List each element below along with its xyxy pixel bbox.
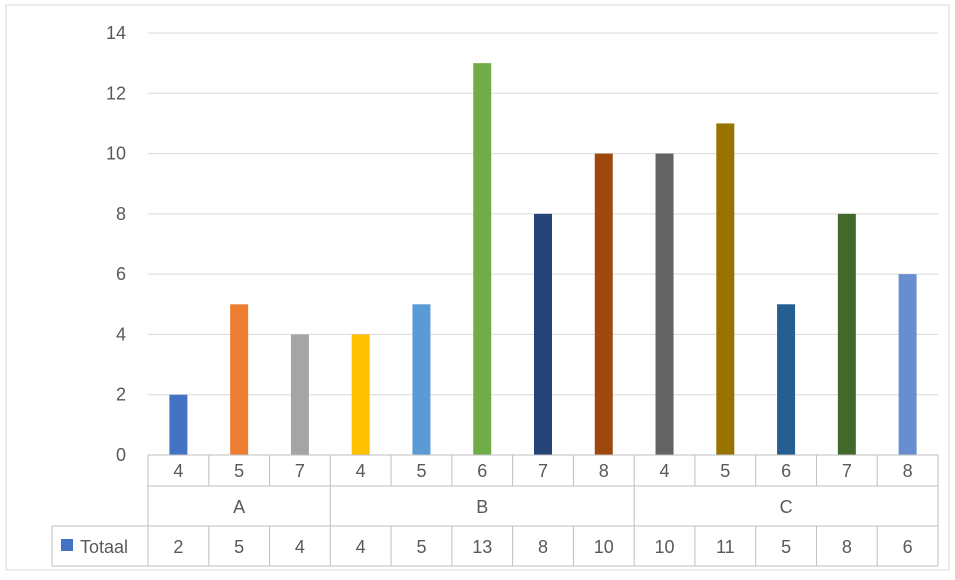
x-tick-label: 4 <box>660 461 670 481</box>
bar <box>473 63 492 456</box>
bar <box>534 213 552 455</box>
bar <box>351 334 370 455</box>
data-label: 11 <box>716 537 735 557</box>
y-tick-label: 6 <box>116 264 126 284</box>
y-axis: 0 2 4 6 8 10 12 14 <box>106 23 126 465</box>
x-tick-label: 7 <box>538 461 548 481</box>
bar <box>655 153 674 456</box>
data-label: 5 <box>781 537 791 557</box>
y-tick-label: 8 <box>116 204 126 224</box>
bar <box>716 123 735 455</box>
x-tick-label: 7 <box>842 461 852 481</box>
data-label: 4 <box>295 537 305 557</box>
bar <box>837 213 856 455</box>
data-label: 13 <box>472 537 492 557</box>
x-tick-label: 8 <box>903 461 913 481</box>
data-label: 5 <box>234 537 244 557</box>
group-label: B <box>476 497 488 517</box>
data-label: 8 <box>538 537 548 557</box>
bar <box>230 304 249 455</box>
data-label: 5 <box>416 537 426 557</box>
x-tick-label: 8 <box>599 461 609 481</box>
data-label: 8 <box>842 537 852 557</box>
gridlines <box>148 32 938 396</box>
y-tick-label: 4 <box>116 324 126 344</box>
x-tick-label: 6 <box>781 461 791 481</box>
x-tick-label: 7 <box>295 461 305 481</box>
bar <box>777 304 796 455</box>
x-tick-label: 5 <box>720 461 730 481</box>
x-tick-label: 6 <box>477 461 487 481</box>
x-tick-label: 5 <box>234 461 244 481</box>
data-label: 2 <box>173 537 183 557</box>
x-tick-label: 4 <box>173 461 183 481</box>
bars <box>169 63 917 456</box>
bar <box>594 153 613 456</box>
y-tick-label: 12 <box>106 83 126 103</box>
data-table: 4 2 5 5 7 4 4 4 5 5 6 13 7 8 8 10 4 10 5 11 6 5 7 8 8 6 A B C Totaal <box>51 454 939 567</box>
bar <box>412 304 431 455</box>
data-label: 6 <box>903 537 913 557</box>
group-label: A <box>233 497 245 517</box>
legend-series-name: Totaal <box>80 537 128 557</box>
y-tick-label: 14 <box>106 23 126 43</box>
data-label: 10 <box>655 537 675 557</box>
legend-key <box>61 539 73 551</box>
x-tick-label: 5 <box>416 461 426 481</box>
y-tick-label: 10 <box>106 144 126 164</box>
data-label: 10 <box>594 537 614 557</box>
bar <box>169 394 188 455</box>
bar <box>290 334 309 455</box>
y-tick-label: 0 <box>116 445 126 465</box>
bar <box>898 274 917 455</box>
y-tick-label: 2 <box>116 385 126 405</box>
group-label: C <box>780 497 793 517</box>
data-label: 4 <box>356 537 366 557</box>
x-tick-label: 4 <box>356 461 366 481</box>
